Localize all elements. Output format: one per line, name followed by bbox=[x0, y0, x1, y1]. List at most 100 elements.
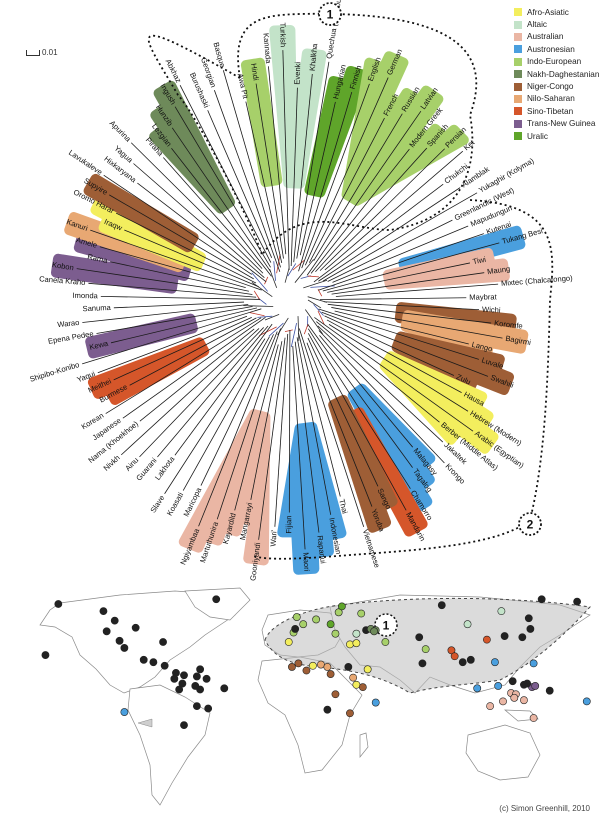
legend-item-indo-european: Indo-European bbox=[514, 56, 598, 68]
language-label-canela-kraho: Canela Kraho bbox=[39, 274, 86, 287]
map-point bbox=[526, 625, 535, 633]
map-point-indo-european bbox=[421, 645, 430, 654]
language-points bbox=[41, 595, 591, 730]
legend-swatch bbox=[514, 8, 522, 17]
legend-swatch bbox=[514, 107, 522, 116]
legend-label: Australian bbox=[527, 32, 564, 42]
network-core-edge bbox=[276, 253, 281, 274]
branch-supyire bbox=[109, 194, 254, 280]
map-point-austronesian bbox=[473, 684, 482, 693]
branch-apurina bbox=[130, 142, 264, 274]
branch-indonesian bbox=[296, 337, 332, 515]
map-region-1-badge bbox=[374, 613, 398, 637]
language-label-basque: Basque bbox=[211, 41, 227, 68]
map-point-australian bbox=[499, 697, 507, 706]
map-point-indo-european bbox=[381, 638, 390, 646]
branch-greenlandic-west bbox=[327, 219, 453, 282]
cluster-2-tag: 2 bbox=[527, 518, 534, 532]
cluster-hull-australian bbox=[382, 247, 510, 290]
map-point bbox=[178, 679, 187, 688]
map-point-afro-asiatic bbox=[352, 639, 361, 648]
branch-kobon bbox=[76, 268, 253, 295]
map-point bbox=[458, 658, 467, 667]
branch-yukaghir-kolyma bbox=[322, 192, 478, 282]
branch-swahili bbox=[321, 311, 489, 377]
language-label-sanuma: Sanuma bbox=[82, 303, 111, 313]
branch-burushaski bbox=[207, 110, 273, 258]
arrow-marker bbox=[137, 718, 153, 728]
map-point bbox=[175, 685, 184, 694]
branch-yagua bbox=[133, 163, 265, 278]
map-point bbox=[202, 674, 211, 683]
branch-ngiyambaa bbox=[198, 331, 278, 527]
language-label-warao: Warao bbox=[57, 318, 80, 329]
map-point bbox=[508, 677, 517, 686]
map-point bbox=[418, 659, 427, 668]
map-point-australian bbox=[529, 714, 538, 722]
map-point bbox=[524, 614, 533, 623]
map-point-afro-asiatic bbox=[352, 680, 361, 689]
map-point bbox=[437, 601, 446, 610]
map-point-nilo-saharan bbox=[323, 663, 332, 671]
branch-wichi bbox=[323, 301, 480, 311]
branch-lakhota bbox=[174, 323, 273, 456]
language-label-wari: Wari' bbox=[269, 529, 279, 547]
map-point-niger-congo bbox=[302, 666, 311, 675]
map-point-altaic bbox=[352, 629, 361, 638]
map-point bbox=[500, 632, 509, 640]
cluster-hull-niger-congo bbox=[391, 331, 515, 396]
branch-quechua-imbabura bbox=[296, 61, 330, 259]
branch-imonda bbox=[100, 295, 261, 300]
branch-georgian bbox=[214, 90, 281, 272]
branch-english bbox=[301, 83, 370, 269]
network-core-edge bbox=[259, 326, 277, 336]
branch-finnish bbox=[298, 91, 353, 272]
branch-japanese bbox=[122, 316, 266, 419]
legend-item-niger-congo: Niger-Congo bbox=[514, 80, 598, 92]
map-point bbox=[54, 600, 63, 608]
branch-jakaltek bbox=[317, 325, 444, 443]
branch-iraqw bbox=[124, 229, 259, 288]
branch-nivkh bbox=[120, 328, 260, 456]
africa bbox=[257, 656, 363, 774]
branch-alamblak bbox=[318, 187, 461, 282]
language-label-tiwi: Tiwi bbox=[472, 255, 487, 267]
network-core-edge bbox=[303, 279, 328, 289]
map-point bbox=[139, 655, 148, 664]
network-core-edge bbox=[284, 267, 290, 283]
map-point-uralic bbox=[326, 620, 335, 629]
language-label-kewa: Kewa bbox=[88, 338, 109, 351]
legend-item-sino-tibetan: Sino-Tibetan bbox=[514, 105, 598, 117]
language-label-mixtec-chalcatongo: Mixtec (Chalcatongo) bbox=[501, 273, 574, 287]
branch-gooniyandi bbox=[258, 337, 286, 540]
branch-mandarin bbox=[308, 333, 407, 511]
branch-piraha bbox=[162, 157, 263, 269]
branch-french bbox=[309, 117, 385, 263]
branch-warao bbox=[82, 304, 249, 323]
network-core-edge bbox=[273, 261, 276, 281]
branch-mangarrayi bbox=[250, 341, 283, 500]
cluster-2-badge bbox=[518, 512, 542, 536]
branch-hixkaryana bbox=[137, 182, 267, 283]
branch-rapanui bbox=[294, 341, 320, 533]
map-point-indo-european bbox=[357, 609, 366, 618]
language-label-imonda: Imonda bbox=[72, 291, 98, 300]
branch-mapudungun bbox=[332, 225, 469, 283]
map-point-sino-tibetan bbox=[450, 652, 459, 661]
legend-item-austronesian: Austronesian bbox=[514, 43, 598, 55]
map-point bbox=[180, 671, 188, 680]
network-core-edge bbox=[290, 322, 297, 348]
network-core-edge bbox=[249, 312, 265, 317]
cluster-hull-austronesian bbox=[277, 421, 347, 575]
map-point bbox=[192, 672, 201, 681]
legend-label: Altaic bbox=[527, 20, 548, 30]
language-label-khalkha: Khalkha bbox=[308, 42, 320, 71]
branch-chamorro bbox=[307, 328, 411, 489]
legend-label: Trans-New Guinea bbox=[527, 119, 596, 129]
credit-text: (c) Simon Greenhill, 2010 bbox=[499, 804, 590, 813]
map-point-sino-tibetan bbox=[482, 635, 491, 644]
branch-krongo bbox=[318, 330, 445, 464]
map-region-1-tag: 1 bbox=[383, 619, 390, 633]
legend-swatch bbox=[514, 94, 522, 103]
network-core-edge bbox=[251, 281, 273, 298]
